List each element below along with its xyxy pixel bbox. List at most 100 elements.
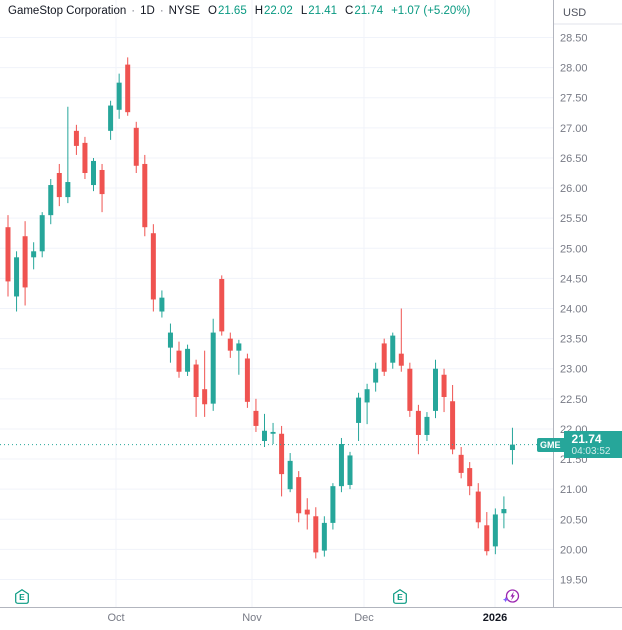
earnings-icon[interactable]: E	[393, 588, 407, 604]
legend-separator: ·	[159, 5, 164, 17]
lightning-circle-icon[interactable]	[502, 589, 520, 603]
candle-body	[99, 169, 105, 195]
candle-body	[270, 431, 276, 434]
candle-body	[22, 236, 28, 288]
time-tick-label: Nov	[242, 612, 262, 624]
candle-body	[441, 374, 447, 398]
candle-body	[108, 105, 114, 131]
candle-body	[116, 82, 122, 110]
candle-body	[415, 410, 421, 435]
candle-body	[398, 353, 404, 366]
candle-body	[5, 227, 11, 282]
price-tick-label: 27.50	[560, 93, 588, 105]
candle-body	[330, 486, 336, 523]
price-tick-label: 20.00	[560, 544, 588, 556]
candle-body	[48, 185, 54, 216]
svg-text:E: E	[19, 592, 25, 602]
candle-body	[253, 410, 259, 426]
candle-body	[347, 455, 353, 485]
symbol-tag: GME	[537, 437, 564, 452]
price-tick-label: 25.50	[560, 213, 588, 225]
price-tick-label: 25.00	[560, 243, 588, 255]
candle-body	[321, 522, 327, 551]
candle-body	[356, 397, 362, 423]
currency-label[interactable]: USD	[563, 7, 586, 19]
current-price-badge[interactable]: GME 21.74 04:03:52	[537, 431, 622, 459]
current-price-value: 21.74	[571, 431, 602, 446]
candle-body	[227, 338, 233, 351]
ohlc-high: H 22.02	[254, 5, 293, 17]
candle-body	[167, 332, 173, 348]
candle-body	[381, 343, 387, 372]
candle-body	[150, 233, 156, 300]
candle-body	[133, 127, 139, 166]
candle-body	[390, 335, 396, 363]
price-tick-label: 28.50	[560, 33, 588, 45]
candle-body	[185, 348, 191, 372]
candle-body	[338, 444, 344, 487]
candle-body	[125, 64, 131, 113]
candle-body	[313, 516, 319, 553]
time-tick-label: Dec	[354, 612, 374, 624]
candle-body	[244, 358, 250, 402]
candle-body	[65, 182, 71, 198]
candle-body	[219, 278, 225, 332]
candle-body	[467, 468, 473, 487]
ohlc-close: C 21.74	[345, 5, 384, 17]
candle-body	[73, 130, 79, 146]
bar-countdown: 04:03:52	[571, 445, 611, 457]
price-tick-label: 26.00	[560, 183, 588, 195]
candle-body	[484, 525, 490, 552]
price-tick-label: 24.00	[560, 304, 588, 316]
price-tick-label: 22.50	[560, 394, 588, 406]
candle-body	[296, 477, 302, 514]
earnings-icon[interactable]: E	[15, 588, 29, 604]
candle-body	[39, 215, 45, 252]
candle-body	[407, 368, 413, 411]
time-tick-label: Oct	[107, 612, 124, 624]
candle-body	[450, 401, 456, 450]
ohlc-open: O 21.65	[207, 5, 247, 17]
price-tick-label: 21.00	[560, 484, 588, 496]
candle-body	[509, 444, 515, 451]
candle-body	[364, 389, 370, 403]
symbol-legend[interactable]: GameStop Corporation · 1D · NYSE O 21.65…	[8, 5, 470, 17]
candle-body	[475, 491, 481, 523]
candle-body	[14, 257, 20, 297]
price-tick-label: 26.50	[560, 153, 588, 165]
candle-body	[433, 368, 438, 411]
candle-body	[236, 343, 242, 351]
price-tick-label: 23.50	[560, 334, 588, 346]
price-label-box: 21.74 04:03:52	[563, 431, 622, 459]
price-tick-label: 19.50	[560, 575, 588, 587]
candle-body	[262, 430, 267, 441]
candle-body	[56, 173, 62, 198]
candle-body	[304, 509, 310, 515]
candle-body	[176, 350, 182, 372]
legend-separator: ·	[131, 5, 136, 17]
candle-body	[501, 509, 507, 514]
candle-body	[424, 416, 430, 435]
candle-body	[31, 251, 37, 258]
candle-body	[279, 433, 285, 475]
candle-body	[193, 364, 199, 398]
candle-body	[492, 514, 498, 547]
ohlc-low: L 21.41	[300, 5, 337, 17]
price-tick-label: 28.00	[560, 63, 588, 75]
price-tick-label: 27.00	[560, 123, 588, 135]
symbol-title[interactable]: GameStop Corporation	[8, 5, 127, 17]
time-tick-label: 2026	[483, 612, 507, 624]
candle-body	[210, 332, 216, 404]
price-tick-label: 24.50	[560, 273, 588, 285]
price-change: +1.07 (+5.20%)	[391, 5, 471, 17]
svg-text:E: E	[397, 592, 403, 602]
price-tick-label: 20.50	[560, 514, 588, 526]
exchange-label: NYSE	[168, 5, 200, 17]
candle-body	[159, 297, 165, 312]
candle-body	[202, 389, 208, 405]
candle-body	[82, 142, 88, 173]
candle-body	[142, 163, 148, 228]
interval-label[interactable]: 1D	[140, 5, 155, 17]
